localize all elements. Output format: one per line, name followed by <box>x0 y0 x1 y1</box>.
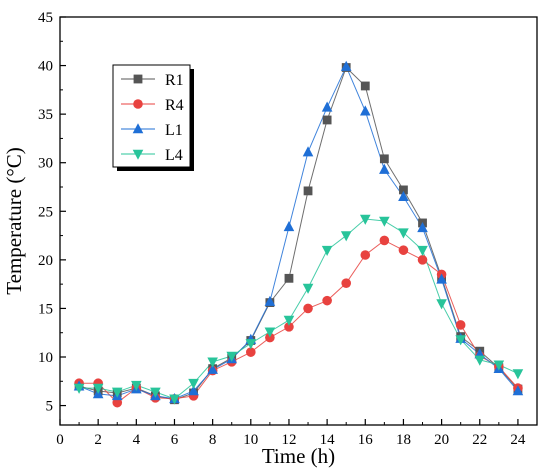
data-point-l4 <box>474 355 486 366</box>
data-point-l4 <box>245 339 257 350</box>
y-tick-label: 25 <box>38 204 53 220</box>
data-point-l1 <box>512 385 524 396</box>
x-tick-label: 2 <box>94 432 102 448</box>
series-markers <box>73 60 524 408</box>
data-point-l4 <box>340 231 352 242</box>
legend-label: R1 <box>165 72 184 89</box>
legend-box <box>112 64 191 168</box>
axis-ticks <box>59 16 519 425</box>
data-point-r1 <box>360 81 370 91</box>
y-tick-label: 35 <box>38 107 53 123</box>
data-point-r1 <box>399 185 408 195</box>
data-point-r4 <box>455 320 466 330</box>
legend-marker <box>132 149 144 160</box>
data-point-l4 <box>73 383 85 394</box>
data-point-l1 <box>321 101 333 112</box>
data-point-l4 <box>398 228 409 239</box>
y-axis-title: Temperature (°C) <box>2 147 26 294</box>
data-point-l4 <box>417 245 428 256</box>
data-point-r4 <box>379 235 390 246</box>
series-line-r4 <box>79 239 519 404</box>
data-point-l1 <box>398 190 409 202</box>
data-point-r4 <box>360 250 371 260</box>
data-point-l1 <box>264 295 276 306</box>
data-point-l4 <box>92 383 104 394</box>
x-tick-label: 24 <box>510 432 526 448</box>
data-point-l4 <box>302 283 314 294</box>
y-tick-label: 10 <box>38 350 53 366</box>
data-point-r4 <box>303 303 313 314</box>
legend-marker <box>132 123 144 134</box>
y-tick-label: 5 <box>46 399 54 415</box>
data-point-l4 <box>436 299 447 310</box>
data-point-l4 <box>264 327 276 338</box>
data-point-l4 <box>188 378 199 390</box>
data-point-l1 <box>302 146 314 157</box>
x-tick-label: 12 <box>281 432 296 448</box>
data-point-l4 <box>150 387 161 398</box>
x-tick-label: 8 <box>209 432 217 448</box>
data-point-r4 <box>112 397 123 408</box>
x-tick-label: 10 <box>243 432 258 448</box>
x-tick-label: 14 <box>320 432 336 448</box>
data-point-r1 <box>284 273 294 283</box>
legend-label: L4 <box>165 147 183 164</box>
legend: R1 R4 L1 L4 <box>112 64 194 171</box>
data-point-l1 <box>283 221 295 232</box>
data-point-r4 <box>284 322 294 332</box>
data-point-l1 <box>379 163 390 174</box>
x-tick-label: 4 <box>133 432 141 448</box>
data-point-r4 <box>417 255 428 265</box>
legend-marker <box>133 74 143 84</box>
data-point-l1 <box>359 105 371 116</box>
y-tick-label: 15 <box>38 301 53 317</box>
x-tick-label: 20 <box>434 432 449 448</box>
x-axis-title: Time (h) <box>262 444 335 468</box>
x-tick-label: 16 <box>358 432 374 448</box>
data-point-r1 <box>322 115 332 125</box>
data-point-l4 <box>131 380 142 391</box>
plot-frame <box>59 16 538 426</box>
data-point-r1 <box>379 154 389 164</box>
x-tick-label: 22 <box>472 432 487 448</box>
data-point-l4 <box>512 369 524 380</box>
data-point-l4 <box>379 216 390 227</box>
data-point-l1 <box>436 273 447 284</box>
data-point-r4 <box>246 347 256 357</box>
legend-label: L1 <box>165 122 183 139</box>
data-point-l4 <box>493 360 505 371</box>
data-point-l4 <box>226 351 238 362</box>
data-point-l4 <box>283 315 295 326</box>
data-point-l4 <box>207 357 218 368</box>
data-point-r4 <box>398 245 409 255</box>
x-tick-label: 18 <box>396 432 411 448</box>
data-point-l1 <box>207 363 218 374</box>
y-tick-label: 20 <box>38 253 53 269</box>
data-point-r4 <box>322 295 332 306</box>
data-point-l1 <box>188 385 199 396</box>
legend-label: R4 <box>165 97 184 114</box>
legend-marker <box>133 99 143 109</box>
data-point-l4 <box>111 387 123 398</box>
data-point-l1 <box>340 60 352 71</box>
data-point-l4 <box>455 335 466 346</box>
data-point-r1 <box>303 186 313 196</box>
data-point-l4 <box>169 394 180 405</box>
y-tick-label: 30 <box>38 156 53 172</box>
y-tick-label: 40 <box>38 59 53 75</box>
x-tick-label: 6 <box>171 432 179 448</box>
x-tick-label: 0 <box>56 432 64 448</box>
data-point-r4 <box>265 332 275 343</box>
data-point-l4 <box>359 214 371 225</box>
y-tick-label: 45 <box>38 10 53 26</box>
data-point-r4 <box>341 278 352 288</box>
data-point-l1 <box>417 222 428 233</box>
data-point-l4 <box>321 245 333 256</box>
